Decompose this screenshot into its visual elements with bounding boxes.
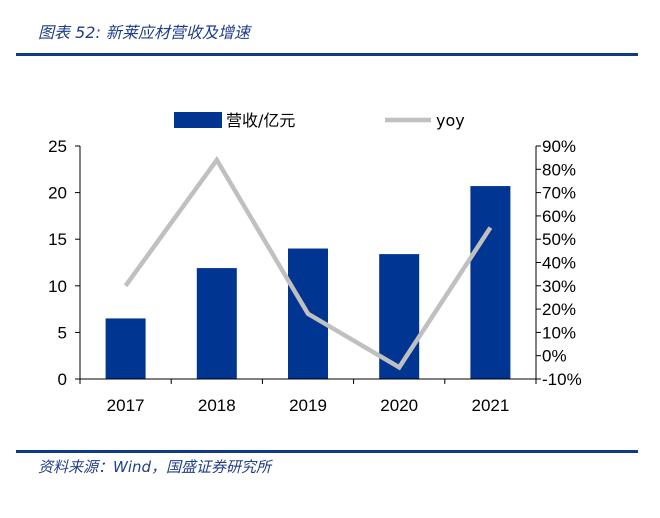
bar-2017 xyxy=(105,318,146,379)
left-tick-label: 10 xyxy=(48,277,67,296)
left-tick-label: 5 xyxy=(58,323,67,342)
figure-title: 图表 52: 新莱应材营收及增速 xyxy=(38,23,250,42)
right-tick-label: 10% xyxy=(542,323,576,342)
right-tick-label: 30% xyxy=(542,277,576,296)
right-tick-label: 90% xyxy=(542,137,576,156)
right-tick-label: -10% xyxy=(542,370,582,389)
source-note: 资料来源：Wind，国盛证券研究所 xyxy=(38,458,272,476)
left-tick-label: 0 xyxy=(58,370,67,389)
left-tick-label: 15 xyxy=(48,230,67,249)
x-tick-label: 2019 xyxy=(289,396,327,415)
left-tick-label: 25 xyxy=(48,137,67,156)
legend-label-yoy: yoy xyxy=(436,111,465,130)
legend-swatch-revenue xyxy=(174,112,222,128)
chart-axes: 0 5 10 15 20 25 -10% 0% 10% 20% 30% 40% 50% 60% 70% 80%… xyxy=(48,137,582,415)
left-tick-label: 20 xyxy=(48,184,67,203)
bar-2021 xyxy=(470,186,511,379)
chart-legend: 营收/亿元 yoy xyxy=(174,111,465,130)
right-tick-label: 50% xyxy=(542,230,576,249)
right-tick-label: 70% xyxy=(542,184,576,203)
right-tick-label: 0% xyxy=(542,347,567,366)
bar-2018 xyxy=(196,268,237,379)
legend-label-revenue: 营收/亿元 xyxy=(226,111,295,130)
right-tick-label: 60% xyxy=(542,207,576,226)
x-tick-label: 2020 xyxy=(380,396,418,415)
bar-series xyxy=(105,186,511,379)
right-tick-label: 80% xyxy=(542,160,576,179)
x-tick-label: 2018 xyxy=(198,396,236,415)
bottom-rule xyxy=(16,450,638,453)
right-tick-label: 20% xyxy=(542,300,576,319)
x-tick-label: 2017 xyxy=(107,396,145,415)
line-series xyxy=(123,155,493,371)
x-tick-label: 2021 xyxy=(471,396,509,415)
top-rule xyxy=(16,53,638,56)
right-tick-label: 40% xyxy=(542,254,576,273)
